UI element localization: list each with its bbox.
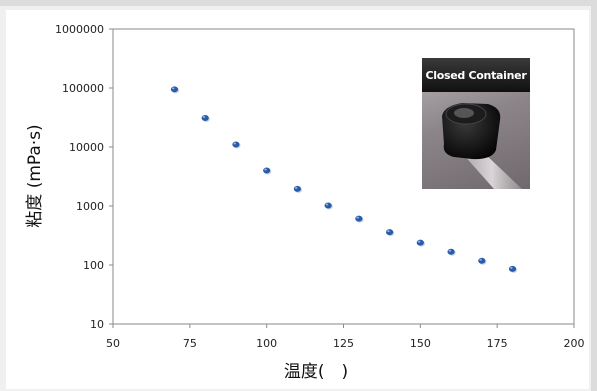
x-axis-ticks: 50 75 100 125 150 175 200	[106, 324, 585, 350]
data-point	[201, 115, 209, 122]
y-axis-title: 粘度 (mPa·s)	[25, 124, 45, 227]
y-axis-ticks: 1000000 100000 10000 1000 100 10	[55, 23, 113, 331]
data-point	[232, 141, 240, 148]
data-point-highlight	[294, 186, 298, 189]
data-point-highlight	[417, 240, 421, 243]
y-tick-label: 10000	[69, 141, 104, 154]
data-point	[355, 215, 363, 222]
y-tick-label: 1000	[76, 200, 104, 213]
x-tick-label: 100	[256, 337, 277, 350]
y-tick-label: 100	[83, 259, 104, 272]
data-point-highlight	[325, 203, 329, 206]
container-cap-image	[442, 103, 522, 189]
x-tick-label: 175	[487, 337, 508, 350]
data-point-highlight	[202, 116, 206, 119]
data-point	[170, 86, 179, 93]
data-point	[324, 202, 332, 209]
data-point	[508, 265, 517, 272]
data-point-highlight	[171, 87, 175, 90]
x-tick-label: 150	[410, 337, 431, 350]
y-tick-label: 10	[90, 318, 104, 331]
x-tick-label: 125	[333, 337, 354, 350]
data-point	[263, 167, 271, 174]
data-point-highlight	[479, 258, 482, 261]
data-point	[478, 257, 486, 264]
data-point	[386, 229, 394, 236]
y-tick-label: 100000	[62, 82, 104, 95]
x-tick-label: 200	[564, 337, 585, 350]
data-point	[293, 185, 301, 192]
data-point-highlight	[448, 249, 452, 252]
data-point-highlight	[387, 230, 390, 233]
x-tick-label: 75	[183, 337, 197, 350]
photo-label: Closed Container	[422, 58, 530, 92]
data-point	[447, 248, 455, 255]
y-tick-label: 1000000	[55, 23, 104, 36]
data-point-highlight	[233, 142, 237, 145]
closed-container-photo: Closed Container	[422, 58, 530, 189]
data-point-highlight	[510, 266, 513, 269]
x-axis-title: 温度( )	[284, 362, 348, 382]
data-point-highlight	[356, 216, 359, 219]
x-tick-label: 50	[106, 337, 120, 350]
data-point	[416, 239, 424, 246]
data-point-highlight	[264, 168, 267, 171]
data-points	[170, 86, 518, 273]
